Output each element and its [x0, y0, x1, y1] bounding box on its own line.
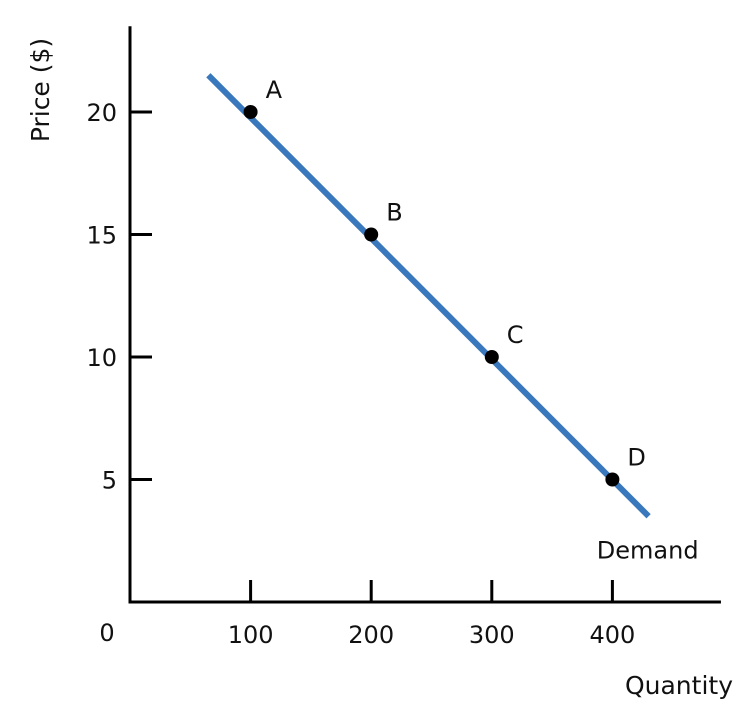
y-tick-label-2: 15 [86, 222, 117, 250]
point-label-d: D [627, 444, 645, 472]
x-tick-label-0: 100 [228, 621, 274, 649]
point-label-c: C [507, 321, 524, 349]
x-tick-label-1: 200 [348, 621, 394, 649]
ticks: 100 200 300 400 5 10 15 20 [86, 99, 635, 649]
point-label-a: A [266, 76, 283, 104]
point-d [605, 472, 620, 487]
labels-layer: Price ($) Quantity 0 A B C D Demand [26, 38, 733, 700]
x-axis-label: Quantity [625, 671, 733, 700]
y-tick-label-1: 10 [86, 344, 117, 372]
y-tick-label-0: 5 [102, 467, 117, 495]
y-axis-label: Price ($) [26, 38, 55, 142]
x-tick-label-2: 300 [469, 621, 515, 649]
series-label-demand: Demand [597, 536, 699, 564]
axes [128, 26, 721, 604]
point-a [243, 105, 258, 119]
series-layer [206, 73, 651, 519]
origin-label: 0 [99, 619, 114, 647]
point-c [484, 350, 499, 364]
demand-line [206, 73, 651, 519]
y-tick-label-3: 20 [86, 99, 117, 127]
point-label-b: B [386, 199, 402, 227]
point-b [364, 227, 379, 242]
x-tick-label-3: 400 [589, 621, 635, 649]
